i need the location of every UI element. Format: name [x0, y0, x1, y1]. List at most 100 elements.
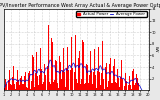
Bar [54, 80, 55, 90]
Bar [86, 64, 87, 90]
Bar [77, 83, 78, 90]
Bar [130, 86, 131, 90]
Bar [10, 84, 11, 90]
Bar [47, 66, 48, 90]
Bar [37, 76, 38, 90]
Bar [88, 85, 89, 90]
Bar [135, 83, 136, 90]
Bar [33, 57, 34, 90]
Bar [96, 88, 97, 90]
Bar [72, 68, 73, 90]
Bar [79, 50, 80, 90]
Bar [57, 83, 58, 90]
Bar [136, 74, 137, 90]
Bar [99, 72, 100, 90]
Bar [116, 83, 117, 90]
Bar [138, 83, 139, 90]
Bar [105, 67, 106, 90]
Bar [67, 47, 68, 90]
Bar [125, 73, 126, 90]
Bar [13, 66, 14, 90]
Bar [109, 64, 110, 90]
Bar [22, 84, 23, 90]
Bar [8, 80, 9, 90]
Bar [117, 69, 118, 90]
Bar [62, 82, 63, 90]
Bar [9, 70, 10, 90]
Bar [41, 69, 42, 90]
Bar [25, 72, 26, 90]
Bar [74, 72, 75, 90]
Bar [56, 62, 57, 90]
Bar [110, 58, 111, 90]
Bar [85, 83, 86, 90]
Bar [129, 77, 130, 90]
Bar [80, 84, 81, 90]
Bar [115, 82, 116, 90]
Bar [35, 88, 36, 90]
Bar [104, 89, 105, 90]
Bar [124, 86, 125, 90]
Bar [58, 88, 59, 90]
Bar [89, 75, 90, 90]
Bar [21, 81, 22, 90]
Bar [114, 59, 115, 90]
Bar [32, 55, 33, 90]
Bar [126, 81, 127, 90]
Bar [103, 65, 104, 90]
Bar [27, 88, 28, 90]
Bar [12, 77, 13, 90]
Bar [15, 89, 16, 90]
Bar [107, 86, 108, 90]
Bar [63, 61, 64, 90]
Bar [4, 88, 5, 90]
Bar [119, 87, 120, 90]
Bar [76, 79, 77, 90]
Bar [87, 65, 88, 90]
Bar [42, 84, 43, 90]
Bar [112, 83, 113, 90]
Bar [91, 71, 92, 90]
Bar [78, 58, 79, 90]
Title: Solar PV/Inverter Performance West Array Actual & Average Power Output: Solar PV/Inverter Performance West Array… [0, 3, 160, 8]
Bar [95, 75, 96, 90]
Bar [93, 72, 94, 90]
Bar [92, 84, 93, 90]
Bar [68, 70, 69, 90]
Bar [29, 71, 30, 90]
Bar [45, 76, 46, 90]
Bar [49, 82, 50, 90]
Bar [137, 78, 138, 90]
Bar [24, 76, 25, 90]
Bar [84, 84, 85, 90]
Bar [100, 85, 101, 90]
Bar [5, 79, 6, 90]
Bar [59, 56, 60, 90]
Bar [75, 35, 76, 90]
Bar [132, 71, 133, 90]
Bar [128, 82, 129, 90]
Bar [48, 45, 49, 90]
Bar [16, 82, 17, 90]
Bar [51, 38, 52, 90]
Bar [71, 37, 72, 90]
Bar [102, 41, 103, 90]
Bar [133, 69, 134, 90]
Bar [98, 47, 99, 90]
Bar [31, 81, 32, 90]
Bar [83, 42, 84, 90]
Bar [14, 84, 15, 90]
Bar [39, 75, 40, 90]
Bar [19, 85, 20, 90]
Bar [38, 85, 39, 90]
Bar [28, 73, 29, 90]
Bar [134, 85, 135, 90]
Bar [43, 82, 44, 90]
Bar [55, 60, 56, 90]
Bar [60, 74, 61, 90]
Bar [34, 88, 35, 90]
Bar [111, 83, 112, 90]
Bar [6, 84, 7, 90]
Bar [53, 82, 54, 90]
Bar [81, 79, 82, 90]
